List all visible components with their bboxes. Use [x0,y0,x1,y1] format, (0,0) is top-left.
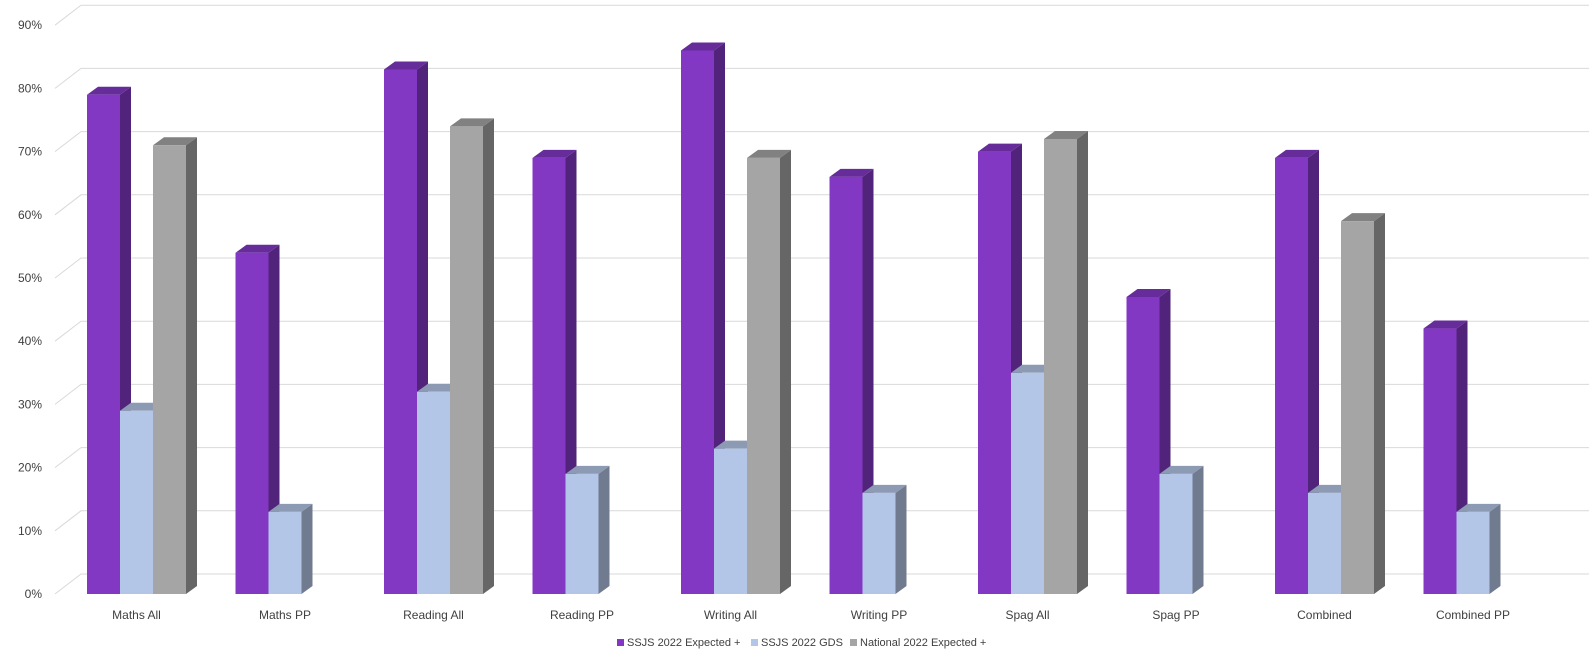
bar-writing-all-series-3 [747,149,791,595]
x-tick-label: Spag PP [1152,608,1199,622]
bar-combined-series-3 [1341,213,1385,594]
x-tick-label: Combined [1297,608,1352,622]
bar-maths-pp-series-2 [268,503,313,594]
legend: SSJS 2022 Expected + SSJS 2022 GDS Nationa… [617,637,986,649]
legend-item: SSJS 2022 Expected + [617,637,740,649]
y-tick-label: 40% [18,334,42,348]
y-tick-label: 0% [25,587,43,601]
x-tick-label: Spag All [1005,608,1049,622]
y-tick-label: 30% [18,397,42,411]
y-tick-label: 60% [18,208,42,222]
x-axis-labels: Maths All Maths PP Reading All Reading PP Wr… [112,608,1510,622]
bar-combined-pp-series-1 [1423,320,1468,594]
legend-item: National 2022 Expected + [850,637,986,649]
y-tick-label: 70% [18,145,42,159]
bar-combined-series-1 [1275,149,1319,595]
legend-item: SSJS 2022 GDS [751,637,843,649]
gridline [54,67,1589,89]
bars [87,42,1501,595]
legend-label: SSJS 2022 Expected + [627,637,740,649]
y-tick-label: 10% [18,524,42,538]
bar-combined-pp-series-2 [1456,503,1501,594]
bar-spag-all-series-3 [1044,130,1088,594]
x-tick-label: Writing PP [851,608,907,622]
legend-swatch [850,639,857,646]
x-tick-label: Writing All [704,608,757,622]
x-tick-label: Reading PP [550,608,614,622]
bar-reading-all-series-3 [450,118,494,594]
bar-spag-pp-series-2 [1159,465,1204,594]
gridlines [54,4,1589,595]
gridline [54,131,1589,152]
bar-writing-pp-series-1 [829,168,874,594]
x-tick-label: Reading All [403,608,464,622]
x-tick-label: Maths All [112,608,161,622]
gridline [54,4,1589,26]
bar-reading-pp-series-2 [565,465,610,594]
gridline [54,194,1589,216]
y-tick-label: 90% [18,18,42,32]
y-axis-ticks: 0% 10% 20% 30% 40% 50% 60% 70% 80% 90% [18,18,42,601]
y-tick-label: 20% [18,461,42,475]
x-tick-label: Maths PP [259,608,311,622]
legend-swatch [617,639,624,646]
bar-maths-all-series-3 [153,137,197,594]
legend-label: National 2022 Expected + [860,637,986,649]
legend-swatch [751,639,758,646]
bar-writing-pp-series-2 [862,484,907,594]
y-tick-label: 80% [18,81,42,95]
legend-label: SSJS 2022 GDS [761,637,843,649]
y-tick-label: 50% [18,271,42,285]
x-tick-label: Combined PP [1436,608,1510,622]
